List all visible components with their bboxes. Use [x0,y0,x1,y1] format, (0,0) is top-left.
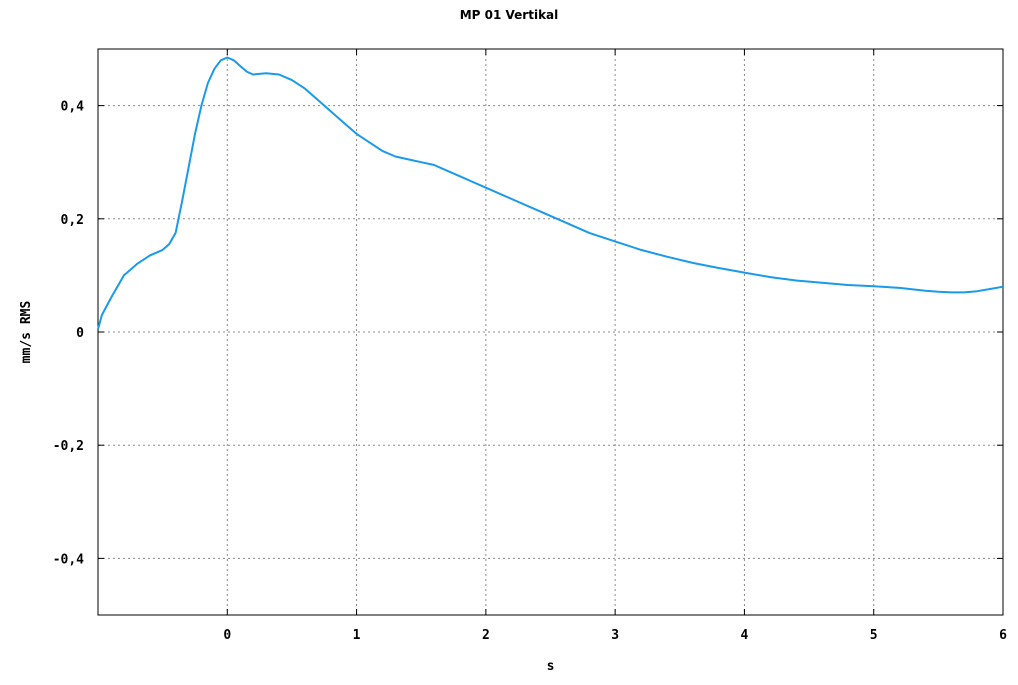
x-tick-label: 2 [482,628,490,643]
x-tick-label: 3 [611,628,619,643]
series-line [97,56,1004,330]
x-tick-label: 1 [353,628,361,643]
y-tick-label: -0,4 [53,552,84,567]
y-tick-label: 0,2 [61,213,84,228]
y-tick-label: 0 [76,326,84,341]
series-layer [97,56,1004,330]
tick-layer: 0 1 2 3 4 5 6 0,4 0,2 0 -0,2 -0,4 [53,49,1007,643]
y-tick-label: 0,4 [61,100,85,115]
y-axis-label: mm/s RMS [19,301,34,364]
grid-layer [98,49,1003,615]
x-axis-label: s [547,659,555,674]
y-tick-label: -0,2 [53,439,84,454]
x-tick-label: 5 [870,628,878,643]
x-tick-label: 6 [999,628,1007,643]
chart-title: MP 01 Vertikal [459,8,559,22]
x-tick-label: 4 [741,628,749,643]
x-tick-label: 0 [223,628,231,643]
